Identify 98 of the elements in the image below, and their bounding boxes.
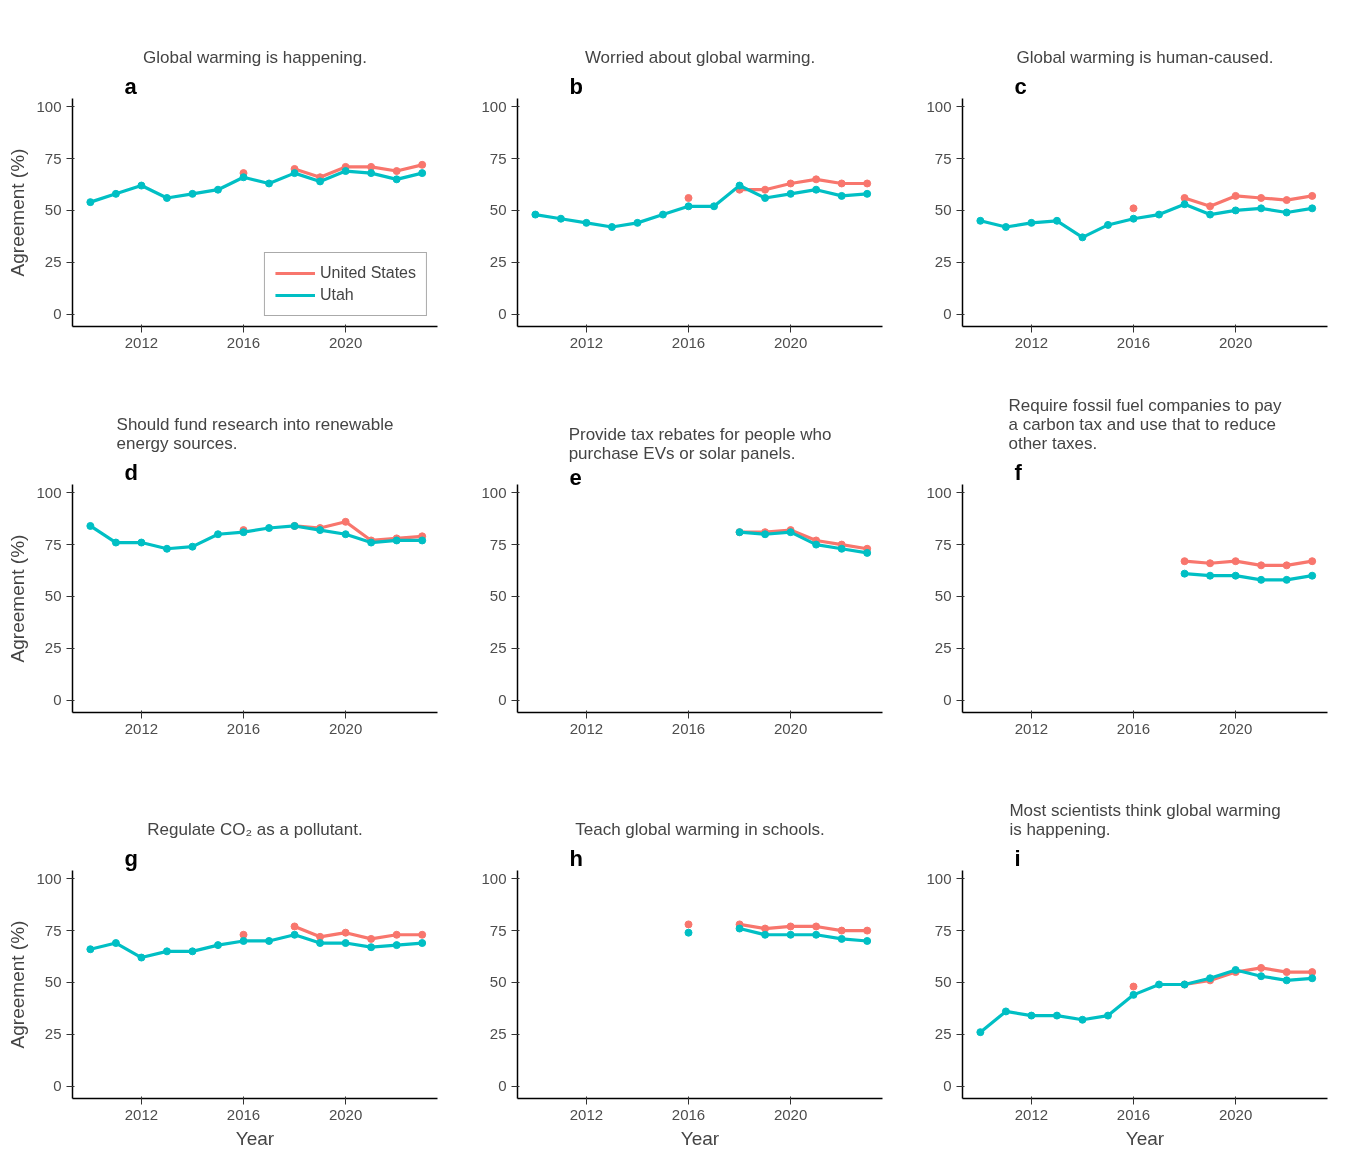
y-tick-label: 100: [36, 483, 62, 501]
x-tick-label: 2012: [569, 719, 604, 737]
chart-title: Worried about global warming.: [584, 47, 816, 67]
x-tick-label: 2016: [671, 719, 706, 737]
x-tick-label: 2020: [1218, 1105, 1253, 1123]
y-tick-label: 50: [934, 973, 952, 991]
y-tick-label: 100: [36, 97, 62, 115]
x-axis-title: Year: [1125, 1127, 1165, 1149]
y-tick-label: 0: [53, 305, 62, 323]
y-tick-label: 50: [934, 587, 952, 605]
y-tick-label: 25: [489, 639, 507, 657]
chart-title: Teach global warming in schools.: [575, 819, 825, 839]
y-tick-label: 50: [934, 201, 952, 219]
chart-title: Global warming is human-caused.: [1016, 47, 1274, 67]
x-tick-label: 2020: [328, 1105, 363, 1123]
y-tick-label: 100: [481, 869, 507, 887]
x-tick-label: 2016: [226, 1105, 261, 1123]
y-tick-label: 50: [44, 587, 62, 605]
chart-title: Global warming is happening.: [143, 47, 367, 67]
y-tick-label: 25: [934, 1025, 952, 1043]
y-tick-label: 75: [44, 149, 62, 167]
y-tick-label: 75: [489, 921, 507, 939]
y-tick-label: 100: [926, 869, 952, 887]
y-tick-label: 25: [934, 639, 952, 657]
chart-title: Most scientists think global warming is happening.: [1009, 800, 1281, 839]
annotation: d: [124, 459, 138, 485]
y-tick-label: 25: [489, 253, 507, 271]
y-tick-label: 25: [44, 1025, 62, 1043]
y-tick-label: 75: [489, 149, 507, 167]
x-tick-label: 2012: [1014, 333, 1049, 351]
y-tick-label: 100: [926, 97, 952, 115]
x-tick-label: 2012: [124, 1105, 159, 1123]
y-tick-label: 0: [53, 691, 62, 709]
x-tick-label: 2012: [1014, 719, 1049, 737]
x-tick-label: 2016: [1116, 1105, 1151, 1123]
y-tick-label: 50: [44, 973, 62, 991]
y-axis-title: Agreement (%): [7, 920, 29, 1049]
y-tick-label: 50: [489, 973, 507, 991]
x-tick-label: 2016: [226, 719, 261, 737]
chart-title: Regulate CO₂ as a pollutant.: [147, 819, 363, 839]
annotation: e: [569, 464, 582, 490]
annotation: f: [1014, 459, 1023, 485]
chart-title: Require fossil fuel companies to pay a carbon tax and use that to reduce other taxes.: [1008, 395, 1283, 453]
y-tick-label: 0: [943, 691, 952, 709]
annotation: c: [1014, 73, 1027, 99]
annotation: a: [124, 73, 138, 99]
y-tick-label: 0: [53, 1077, 62, 1095]
x-tick-label: 2016: [1116, 333, 1151, 351]
y-tick-label: 50: [44, 201, 62, 219]
y-tick-label: 25: [489, 1025, 507, 1043]
y-tick-label: 25: [934, 253, 952, 271]
y-tick-label: 100: [481, 483, 507, 501]
x-tick-label: 2020: [773, 719, 808, 737]
x-tick-label: 2020: [773, 1105, 808, 1123]
x-tick-label: 2020: [1218, 333, 1253, 351]
y-tick-label: 75: [934, 149, 952, 167]
x-tick-label: 2020: [773, 333, 808, 351]
chart-title: Should fund research into renewable energy sources.: [116, 414, 394, 453]
y-tick-label: 0: [943, 1077, 952, 1095]
annotation: h: [569, 845, 583, 871]
y-tick-label: 0: [498, 1077, 507, 1095]
annotation: b: [569, 73, 583, 99]
x-tick-label: 2016: [226, 333, 261, 351]
y-axis-title: Agreement (%): [7, 534, 29, 663]
legend-label: Utah: [319, 286, 354, 304]
x-tick-label: 2012: [124, 333, 159, 351]
x-axis-title: Year: [680, 1127, 720, 1149]
legend-label: United States: [319, 264, 416, 282]
y-tick-label: 0: [943, 305, 952, 323]
x-tick-label: 2012: [124, 719, 159, 737]
y-tick-label: 25: [44, 639, 62, 657]
y-tick-label: 75: [44, 921, 62, 939]
x-axis-title: Year: [235, 1127, 275, 1149]
y-tick-label: 50: [489, 201, 507, 219]
y-tick-label: 75: [934, 921, 952, 939]
x-tick-label: 2016: [671, 333, 706, 351]
y-tick-label: 100: [926, 483, 952, 501]
y-tick-label: 100: [481, 97, 507, 115]
y-tick-label: 75: [934, 535, 952, 553]
x-tick-label: 2012: [569, 1105, 604, 1123]
x-tick-label: 2012: [1014, 1105, 1049, 1123]
x-tick-label: 2012: [569, 333, 604, 351]
y-tick-label: 0: [498, 305, 507, 323]
x-tick-label: 2016: [1116, 719, 1151, 737]
y-tick-label: 100: [36, 869, 62, 887]
x-tick-label: 2020: [328, 333, 363, 351]
annotation: i: [1014, 845, 1021, 871]
y-tick-label: 25: [44, 253, 62, 271]
y-tick-label: 75: [44, 535, 62, 553]
x-tick-label: 2016: [671, 1105, 706, 1123]
chart-title: Provide tax rebates for people who purchase EVs or solar panels.: [568, 424, 832, 463]
y-axis-title: Agreement (%): [7, 148, 29, 277]
y-tick-label: 50: [489, 587, 507, 605]
x-tick-label: 2020: [328, 719, 363, 737]
y-tick-label: 75: [489, 535, 507, 553]
x-tick-label: 2020: [1218, 719, 1253, 737]
annotation: g: [124, 845, 138, 871]
y-tick-label: 0: [498, 691, 507, 709]
